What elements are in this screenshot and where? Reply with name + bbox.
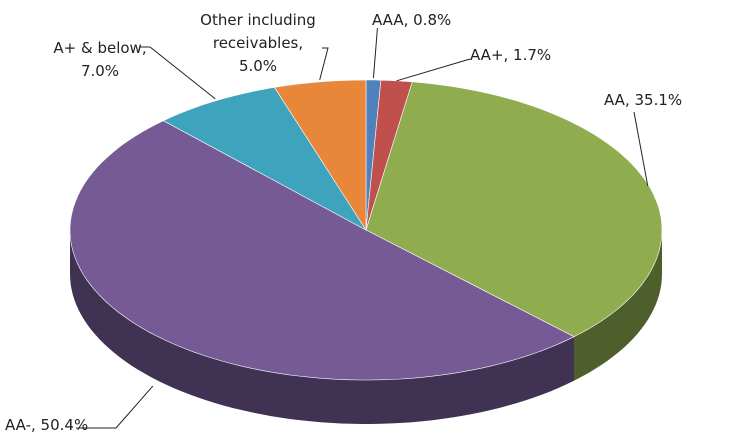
leader-line <box>140 46 216 100</box>
data-label: AA, 35.1% <box>604 91 682 109</box>
data-label-line: AA+, 1.7% <box>470 46 551 64</box>
data-label: AA-, 50.4% <box>5 416 88 434</box>
data-label-line: AA-, 50.4% <box>5 416 88 434</box>
leader-line <box>372 27 378 79</box>
leader-line <box>396 58 471 82</box>
data-label-line: 5.0% <box>239 57 277 75</box>
data-label-line: 7.0% <box>81 62 119 80</box>
slice-side <box>574 230 662 381</box>
slice <box>162 86 367 231</box>
slice-side <box>70 230 574 424</box>
data-label-line: AAA, 0.8% <box>372 11 451 29</box>
data-label: AAA, 0.8% <box>372 11 451 29</box>
data-label: A+ & below, 7.0% <box>53 39 146 80</box>
data-label-line: Other including <box>200 11 316 29</box>
data-label-line: receivables, <box>213 34 303 52</box>
leader-line <box>319 47 329 80</box>
data-label-line: AA, 35.1% <box>604 91 682 109</box>
leader-line <box>633 111 649 187</box>
slice <box>273 79 367 232</box>
slice <box>69 120 575 381</box>
data-label: Other including receivables, 5.0% <box>200 11 316 75</box>
data-label-line: A+ & below, <box>53 39 146 57</box>
leader-line <box>76 385 154 429</box>
data-label: AA+, 1.7% <box>470 46 551 64</box>
